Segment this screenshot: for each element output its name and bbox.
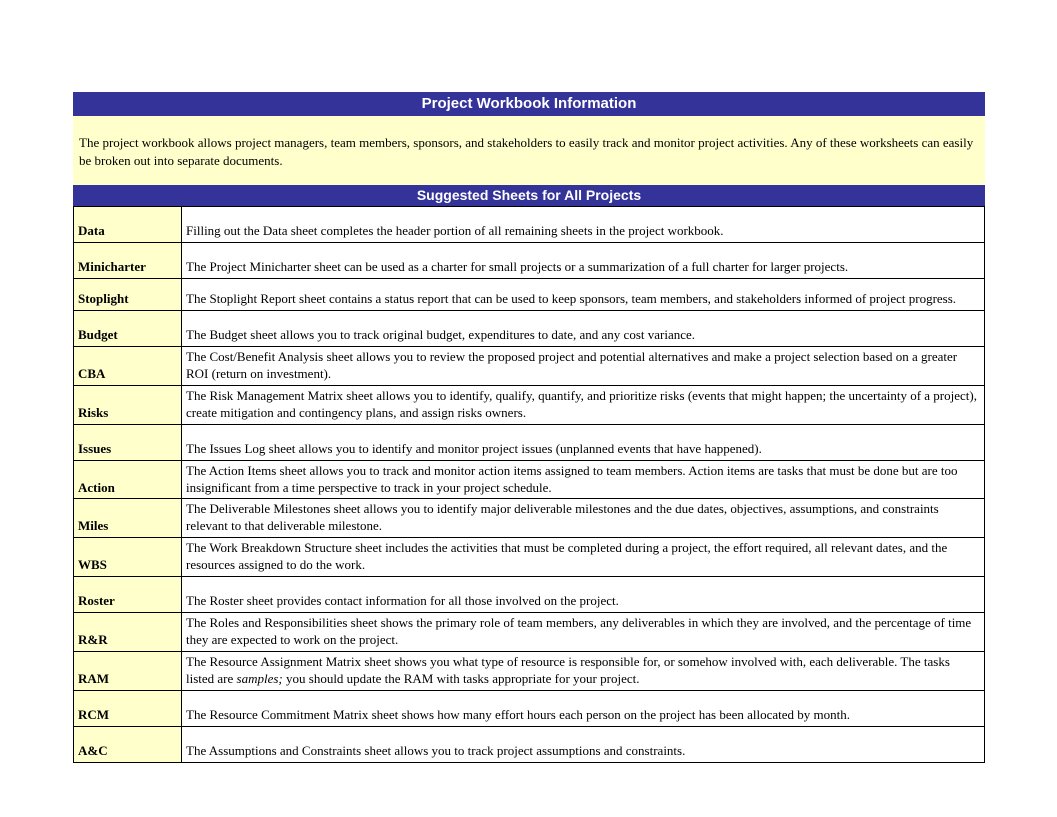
table-row: CBA The Cost/Benefit Analysis sheet allo… (74, 347, 985, 386)
sheet-label: RAM (74, 651, 182, 690)
sheet-label: Risks (74, 385, 182, 424)
table-row: Action The Action Items sheet allows you… (74, 460, 985, 499)
sheet-desc: The Action Items sheet allows you to tra… (182, 460, 985, 499)
sheet-label: A&C (74, 726, 182, 762)
page: Project Workbook Information The project… (0, 0, 1057, 817)
ram-post: you should update the RAM with tasks app… (283, 671, 640, 686)
title-bar: Project Workbook Information (73, 92, 985, 116)
table-row: Miles The Deliverable Milestones sheet a… (74, 499, 985, 538)
sheet-desc: The Assumptions and Constraints sheet al… (182, 726, 985, 762)
sheet-desc: The Deliverable Milestones sheet allows … (182, 499, 985, 538)
sheet-label: Budget (74, 311, 182, 347)
sheet-desc: The Resource Assignment Matrix sheet sho… (182, 651, 985, 690)
table-row: Minicharter The Project Minicharter shee… (74, 243, 985, 279)
sheet-label: Roster (74, 577, 182, 613)
intro-text: The project workbook allows project mana… (79, 135, 973, 168)
sheet-label: CBA (74, 347, 182, 386)
table-row: RCM The Resource Commitment Matrix sheet… (74, 690, 985, 726)
sheet-label: Action (74, 460, 182, 499)
sheet-label: Stoplight (74, 279, 182, 311)
intro-block: The project workbook allows project mana… (73, 116, 985, 185)
table-row: Stoplight The Stoplight Report sheet con… (74, 279, 985, 311)
sheet-label: Data (74, 207, 182, 243)
sheet-desc: The Resource Commitment Matrix sheet sho… (182, 690, 985, 726)
sheet-desc: The Project Minicharter sheet can be use… (182, 243, 985, 279)
sheet-desc: The Roster sheet provides contact inform… (182, 577, 985, 613)
table-row: RAM The Resource Assignment Matrix sheet… (74, 651, 985, 690)
table-row: Roster The Roster sheet provides contact… (74, 577, 985, 613)
sheet-desc: The Stoplight Report sheet contains a st… (182, 279, 985, 311)
sheet-desc: The Roles and Responsibilities sheet sho… (182, 613, 985, 652)
sheet-label: WBS (74, 538, 182, 577)
ram-italic: samples; (237, 671, 283, 686)
title-text: Project Workbook Information (422, 95, 637, 112)
sheet-desc: The Risk Management Matrix sheet allows … (182, 385, 985, 424)
subtitle-text: Suggested Sheets for All Projects (417, 187, 641, 203)
sheet-desc: The Cost/Benefit Analysis sheet allows y… (182, 347, 985, 386)
sheet-label: Issues (74, 424, 182, 460)
table-row: A&C The Assumptions and Constraints shee… (74, 726, 985, 762)
sheets-table: Data Filling out the Data sheet complete… (73, 206, 985, 762)
table-row: R&R The Roles and Responsibilities sheet… (74, 613, 985, 652)
table-row: Data Filling out the Data sheet complete… (74, 207, 985, 243)
content-region: Project Workbook Information The project… (73, 92, 985, 763)
sheet-label: Miles (74, 499, 182, 538)
sheet-desc: The Budget sheet allows you to track ori… (182, 311, 985, 347)
sheet-desc: Filling out the Data sheet completes the… (182, 207, 985, 243)
table-row: Budget The Budget sheet allows you to tr… (74, 311, 985, 347)
sheet-desc: The Issues Log sheet allows you to ident… (182, 424, 985, 460)
subtitle-bar: Suggested Sheets for All Projects (73, 185, 985, 206)
table-row: Risks The Risk Management Matrix sheet a… (74, 385, 985, 424)
sheet-label: RCM (74, 690, 182, 726)
sheet-desc: The Work Breakdown Structure sheet inclu… (182, 538, 985, 577)
table-row: Issues The Issues Log sheet allows you t… (74, 424, 985, 460)
table-row: WBS The Work Breakdown Structure sheet i… (74, 538, 985, 577)
sheet-label: Minicharter (74, 243, 182, 279)
sheet-label: R&R (74, 613, 182, 652)
